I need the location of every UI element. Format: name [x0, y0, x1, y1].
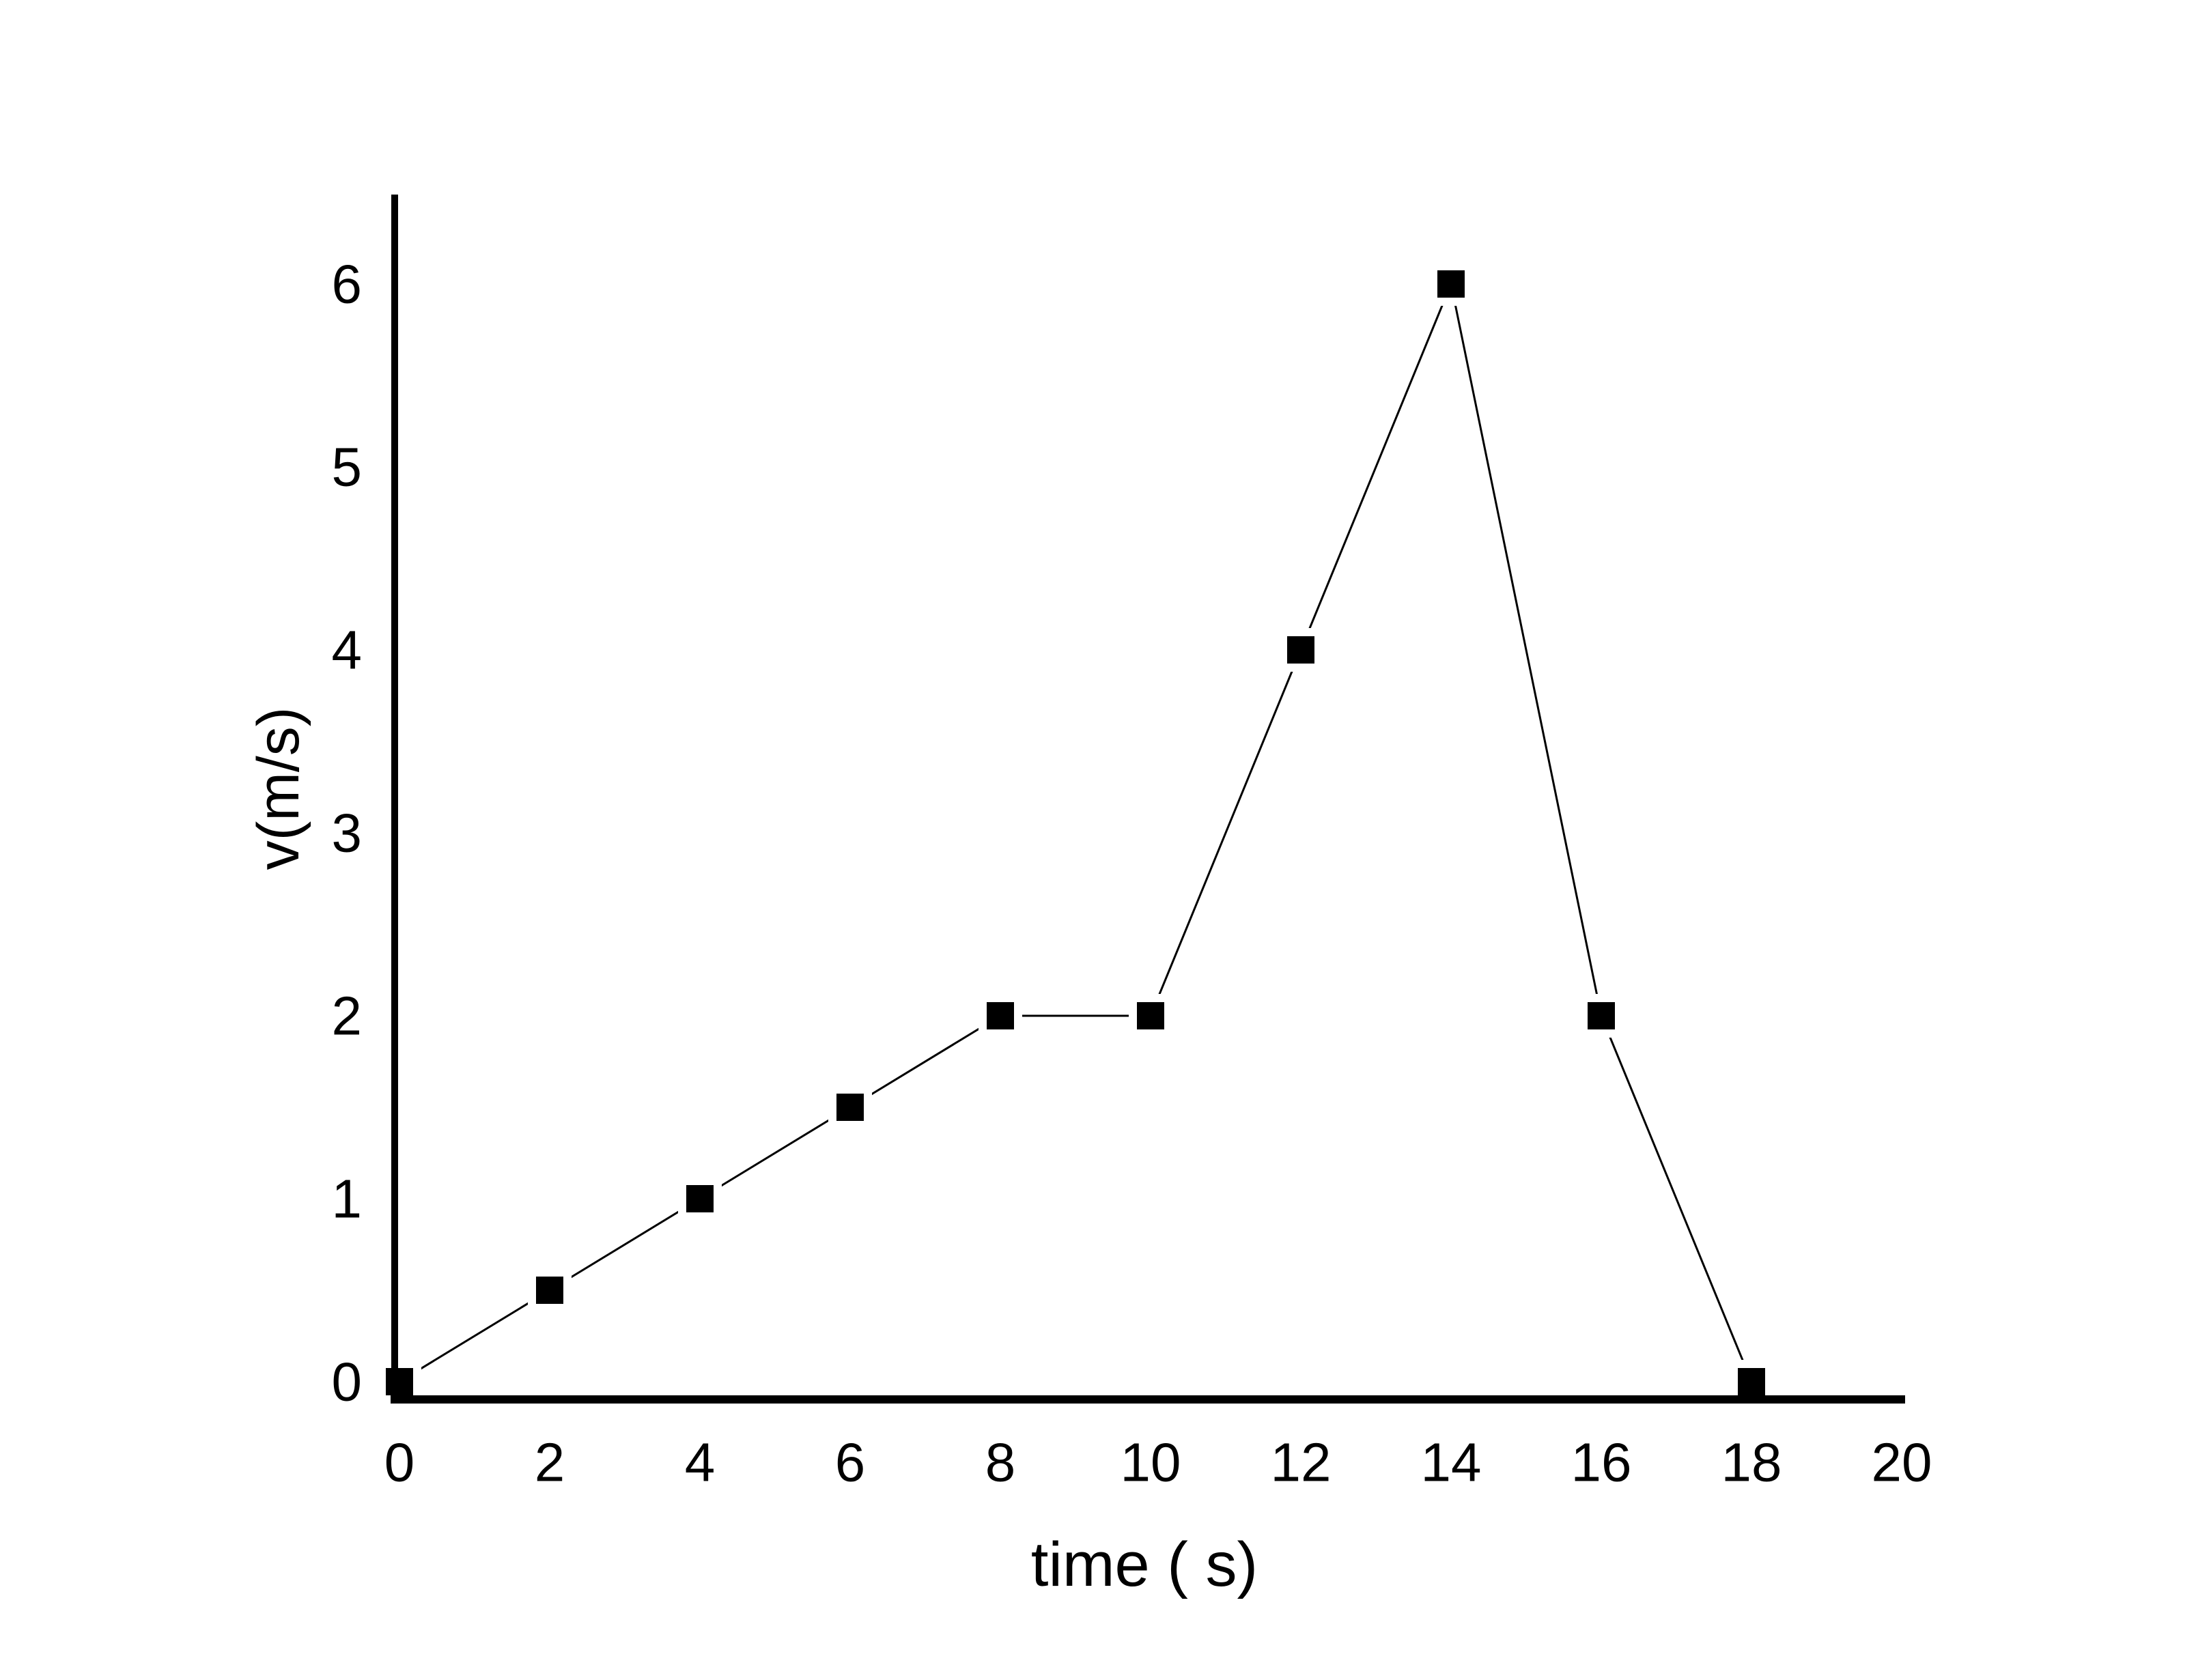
- x-axis-title: time ( s): [1031, 1530, 1258, 1599]
- data-point-marker: [836, 1094, 864, 1121]
- x-tick-label: 16: [1571, 1432, 1632, 1493]
- data-point-marker: [1287, 636, 1314, 664]
- x-tick-label: 4: [685, 1432, 716, 1493]
- x-tick-label: 2: [535, 1432, 565, 1493]
- y-axis-title: v(m/s): [246, 707, 311, 870]
- x-tick-label: 10: [1121, 1432, 1181, 1493]
- data-series-velocity: [378, 262, 1773, 1404]
- x-tick-label: 14: [1421, 1432, 1482, 1493]
- x-tick-label: 18: [1721, 1432, 1782, 1493]
- y-tick-label: 6: [332, 254, 363, 315]
- y-axis-tick-labels: 0 1 2 3 4 5 6: [332, 254, 363, 1412]
- x-axis-tick-labels: 0 2 4 6 8 10 12 14 16 18 20: [384, 1432, 1932, 1493]
- y-tick-label: 3: [332, 803, 363, 864]
- data-point-marker: [1588, 1002, 1615, 1029]
- data-point-marker: [1437, 270, 1465, 298]
- data-point-marker: [1738, 1368, 1765, 1395]
- x-tick-label: 12: [1271, 1432, 1332, 1493]
- data-point-marker: [386, 1368, 413, 1395]
- x-tick-label: 20: [1872, 1432, 1932, 1493]
- data-point-marker: [536, 1277, 563, 1304]
- x-tick-label: 6: [835, 1432, 866, 1493]
- x-tick-label: 8: [985, 1432, 1016, 1493]
- y-tick-label: 0: [332, 1352, 363, 1412]
- series-line: [399, 280, 1753, 1383]
- data-point-marker: [1137, 1002, 1164, 1029]
- y-tick-label: 2: [332, 986, 363, 1047]
- data-point-marker: [987, 1002, 1014, 1029]
- y-tick-label: 5: [332, 437, 363, 498]
- x-tick-label: 0: [384, 1432, 415, 1493]
- data-point-marker: [686, 1185, 714, 1212]
- y-tick-label: 4: [332, 620, 363, 681]
- y-tick-label: 1: [332, 1169, 363, 1229]
